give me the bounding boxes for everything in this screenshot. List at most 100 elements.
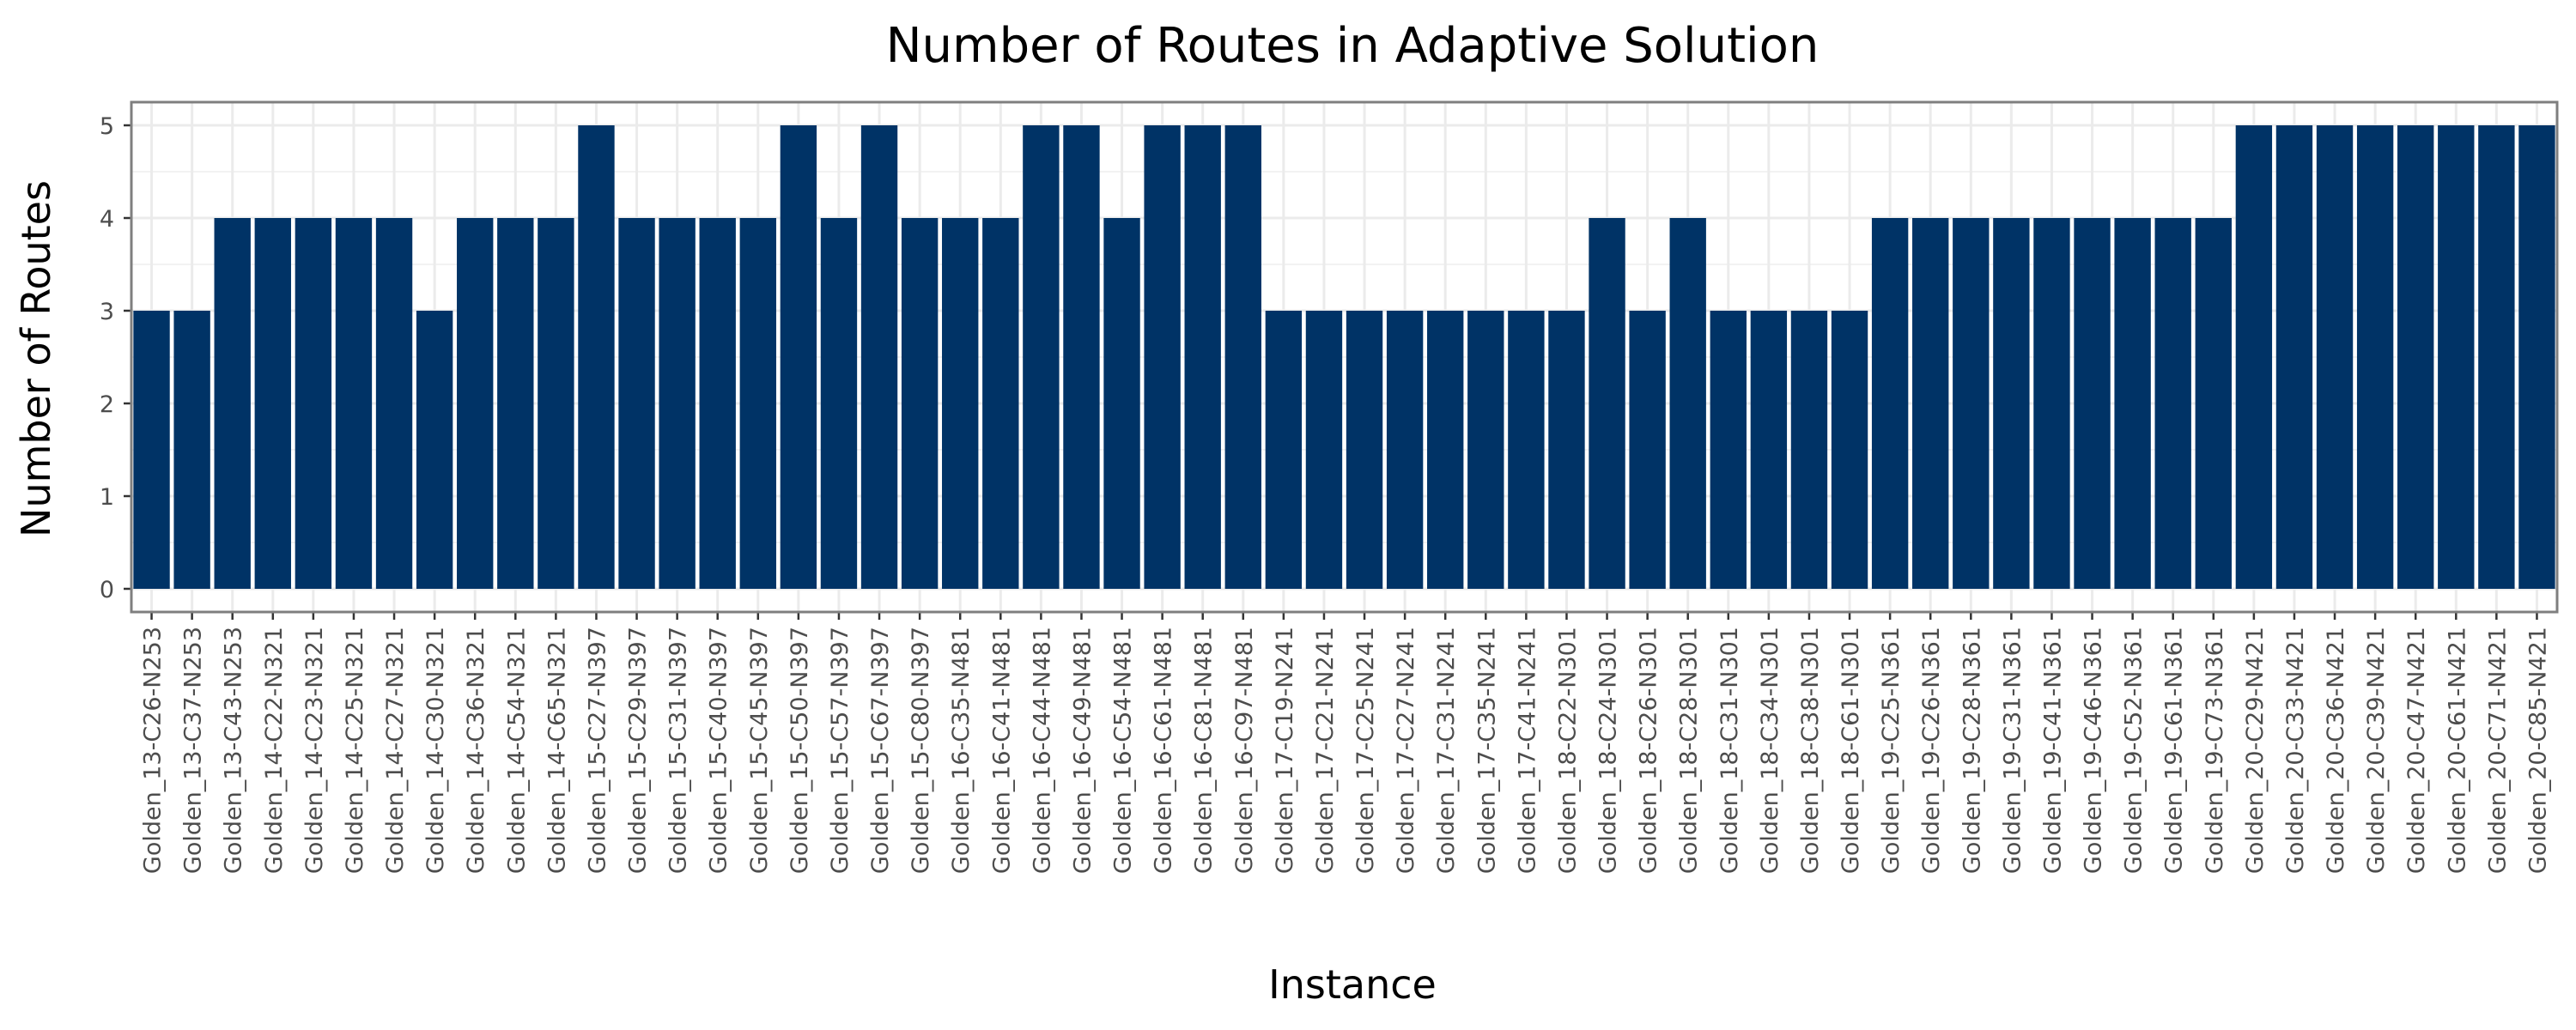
- bar: [982, 218, 1019, 589]
- bar: [416, 311, 453, 589]
- bar: [1548, 311, 1585, 589]
- x-category-label: Golden_14-C27-N321: [382, 627, 409, 874]
- x-category-label: Golden_16-C81-N481: [1191, 627, 1218, 874]
- bar: [254, 218, 291, 589]
- y-tick-label: 5: [100, 113, 114, 140]
- bar: [1993, 218, 2030, 589]
- x-category-label: Golden_18-C61-N301: [1838, 627, 1864, 874]
- y-axis: 0 1 2 3 4 5: [100, 113, 131, 603]
- x-axis: Golden_13-C26-N253 Golden_13-C37-N253 Gold…: [140, 612, 2551, 874]
- x-category-label: Golden_16-C97-N481: [1231, 627, 1258, 874]
- x-category-label: Golden_15-C29-N397: [625, 627, 652, 874]
- x-category-label: Golden_17-C19-N241: [1272, 627, 1298, 874]
- y-tick-label: 4: [100, 206, 114, 233]
- bar: [942, 218, 979, 589]
- bar: [2154, 218, 2191, 589]
- x-category-label: Golden_15-C45-N397: [746, 627, 773, 874]
- x-category-label: Golden_14-C22-N321: [261, 627, 288, 874]
- bar: [497, 218, 534, 589]
- x-category-label: Golden_18-C22-N301: [1554, 627, 1581, 874]
- bar: [1831, 311, 1868, 589]
- y-axis-title: Number of Routes: [13, 180, 59, 537]
- bar: [1427, 311, 1464, 589]
- x-category-label: Golden_16-C49-N481: [1069, 627, 1096, 874]
- x-category-label: Golden_14-C25-N321: [342, 627, 368, 874]
- bar: [2356, 125, 2394, 589]
- x-category-label: Golden_16-C54-N481: [1110, 627, 1137, 874]
- chart-title: Number of Routes in Adaptive Solution: [886, 18, 1820, 74]
- x-axis-title: Instance: [1268, 961, 1437, 1008]
- bar: [2074, 218, 2111, 589]
- x-category-label: Golden_20-C47-N421: [2403, 627, 2430, 874]
- bar: [1508, 311, 1545, 589]
- bar: [618, 218, 655, 589]
- x-category-label: Golden_15-C31-N397: [665, 627, 692, 874]
- bar: [295, 218, 332, 589]
- x-category-label: Golden_17-C41-N241: [1514, 627, 1540, 874]
- bar: [739, 218, 776, 589]
- y-tick-label: 2: [100, 391, 114, 418]
- x-category-label: Golden_15-C50-N397: [787, 627, 813, 874]
- x-category-label: Golden_19-C73-N361: [2202, 627, 2228, 874]
- x-category-label: Golden_13-C37-N253: [180, 627, 207, 874]
- x-category-label: Golden_15-C80-N397: [908, 627, 934, 874]
- x-category-label: Golden_20-C71-N421: [2484, 627, 2511, 874]
- x-category-label: Golden_17-C27-N241: [1393, 627, 1419, 874]
- bar: [2316, 125, 2354, 589]
- x-category-label: Golden_16-C41-N481: [988, 627, 1015, 874]
- x-category-label: Golden_16-C35-N481: [948, 627, 975, 874]
- x-category-label: Golden_18-C34-N301: [1757, 627, 1783, 874]
- x-category-label: Golden_15-C27-N397: [584, 627, 611, 874]
- x-category-label: Golden_19-C61-N361: [2161, 627, 2188, 874]
- x-category-label: Golden_15-C57-N397: [827, 627, 854, 874]
- bar: [1346, 311, 1383, 589]
- y-tick-label: 1: [100, 484, 114, 511]
- bar: [2033, 218, 2070, 589]
- x-category-label: Golden_20-C29-N421: [2242, 627, 2269, 874]
- bar: [2114, 218, 2151, 589]
- bar: [1224, 125, 1261, 589]
- x-category-label: Golden_14-C23-N321: [301, 627, 328, 874]
- x-category-label: Golden_17-C31-N241: [1433, 627, 1460, 874]
- bar: [1467, 311, 1504, 589]
- bar: [2397, 125, 2434, 589]
- bar: [578, 125, 615, 589]
- x-category-label: Golden_14-C65-N321: [544, 627, 570, 874]
- bar: [1023, 125, 1060, 589]
- x-category-label: Golden_19-C31-N361: [1999, 627, 2026, 874]
- bar: [1265, 311, 1303, 589]
- bar: [699, 218, 736, 589]
- bar: [780, 125, 817, 589]
- x-category-label: Golden_18-C31-N301: [1716, 627, 1743, 874]
- bar: [860, 125, 898, 589]
- x-category-label: Golden_18-C28-N301: [1676, 627, 1703, 874]
- x-category-label: Golden_20-C85-N421: [2524, 627, 2551, 874]
- y-tick-label: 0: [100, 577, 114, 603]
- x-category-label: Golden_19-C52-N361: [2121, 627, 2148, 874]
- bar: [1790, 311, 1828, 589]
- bar: [1871, 218, 1909, 589]
- x-category-label: Golden_18-C24-N301: [1595, 627, 1622, 874]
- bar: [173, 311, 210, 589]
- bar: [1063, 125, 1100, 589]
- bar: [1386, 311, 1424, 589]
- x-category-label: Golden_17-C21-N241: [1312, 627, 1339, 874]
- x-category-label: Golden_17-C25-N241: [1352, 627, 1379, 874]
- bar: [335, 218, 373, 589]
- bar: [2478, 125, 2515, 589]
- x-category-label: Golden_14-C36-N321: [463, 627, 489, 874]
- bar: [901, 218, 939, 589]
- bar: [1629, 311, 1666, 589]
- x-category-label: Golden_16-C61-N481: [1151, 627, 1177, 874]
- bar: [214, 218, 251, 589]
- bar: [375, 218, 413, 589]
- bar: [2518, 125, 2555, 589]
- bar: [1710, 311, 1747, 589]
- bar: [1912, 218, 1949, 589]
- x-category-label: Golden_16-C44-N481: [1029, 627, 1055, 874]
- plot-panel-border: [130, 100, 2559, 614]
- x-category-label: Golden_15-C40-N397: [706, 627, 732, 874]
- x-category-label: Golden_13-C26-N253: [140, 627, 167, 874]
- bar: [2195, 218, 2232, 589]
